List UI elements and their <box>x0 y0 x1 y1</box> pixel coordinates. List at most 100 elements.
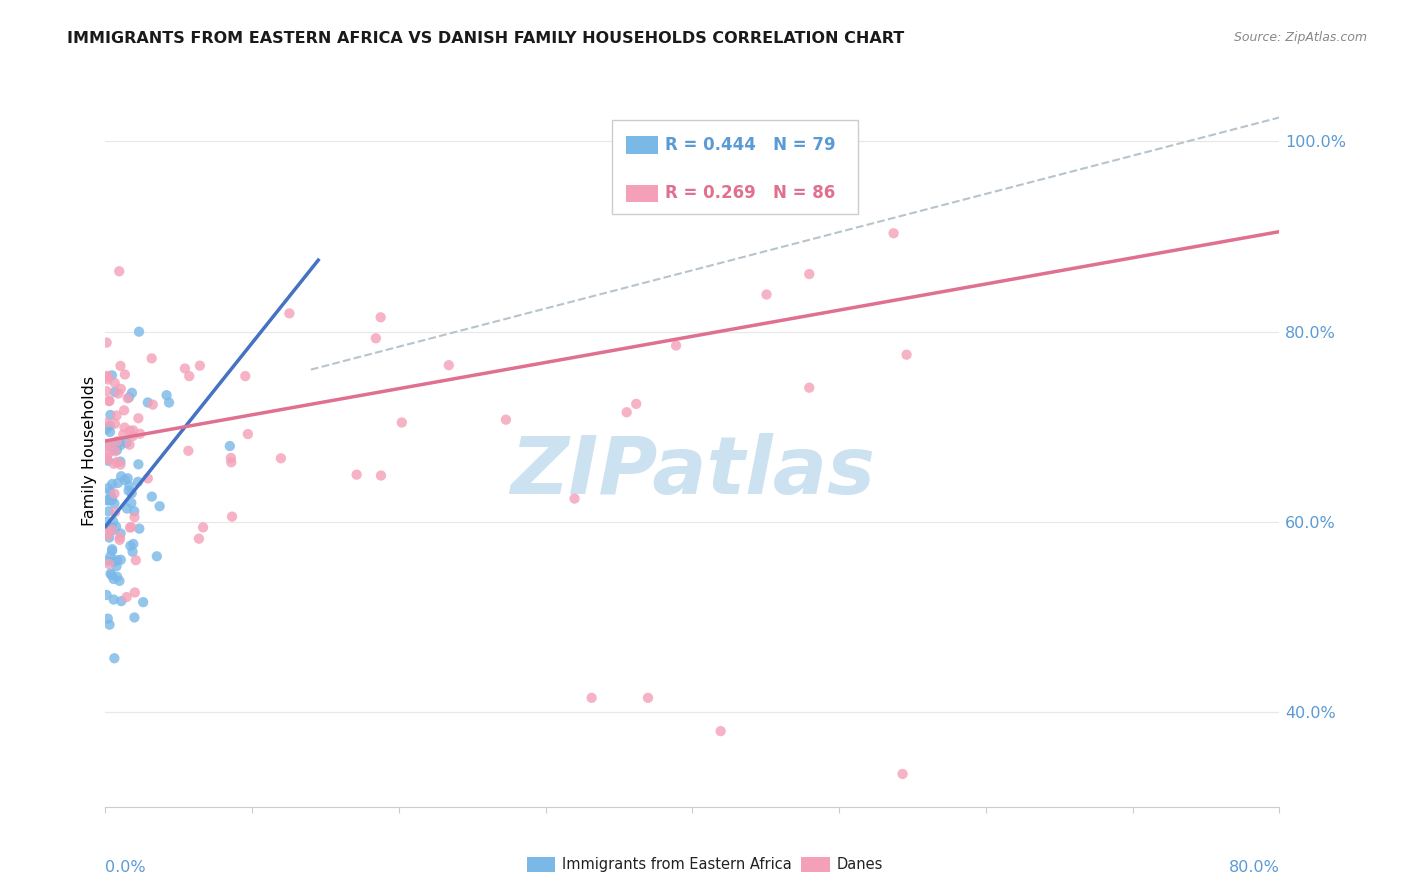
Point <box>100 567 122 582</box>
Point <box>117 483 139 498</box>
Point <box>125 553 148 567</box>
Point <box>96 515 118 529</box>
Point <box>107 475 129 490</box>
Point <box>127 458 149 472</box>
Point <box>101 523 124 537</box>
Point <box>120 520 142 534</box>
Point <box>108 531 131 545</box>
Point <box>799 267 821 281</box>
Point <box>108 264 131 278</box>
Point <box>883 226 905 240</box>
Point <box>96 452 118 467</box>
Point <box>141 351 163 366</box>
Point <box>96 368 118 383</box>
Point <box>121 486 143 500</box>
Point <box>103 592 125 607</box>
Point <box>97 528 120 542</box>
Point <box>157 395 180 409</box>
Point <box>118 438 141 452</box>
Point <box>103 651 125 665</box>
Text: IMMIGRANTS FROM EASTERN AFRICA VS DANISH FAMILY HOUSEHOLDS CORRELATION CHART: IMMIGRANTS FROM EASTERN AFRICA VS DANISH… <box>67 31 904 46</box>
Point <box>564 491 586 506</box>
Point <box>141 490 163 504</box>
Point <box>110 594 132 608</box>
Point <box>118 390 141 404</box>
Point <box>179 369 201 384</box>
Point <box>118 424 141 438</box>
Text: ZIPatlas: ZIPatlas <box>510 433 875 511</box>
Point <box>124 610 146 624</box>
Point <box>110 438 132 452</box>
Point <box>174 361 197 376</box>
Point <box>114 368 136 382</box>
Point <box>103 442 125 457</box>
Point <box>219 450 242 465</box>
Point <box>101 544 124 558</box>
Point <box>101 477 124 491</box>
Point <box>495 412 517 426</box>
Point <box>103 555 125 569</box>
Point <box>391 416 413 430</box>
Point <box>96 384 118 399</box>
Point <box>97 493 120 508</box>
Point <box>121 545 143 559</box>
Point <box>346 467 368 482</box>
Point <box>98 557 121 571</box>
Point <box>101 520 124 534</box>
Point <box>105 570 128 584</box>
Point <box>187 532 209 546</box>
Point <box>146 549 169 564</box>
Point <box>120 539 142 553</box>
Point <box>236 427 259 442</box>
Point <box>136 471 159 485</box>
Point <box>103 457 125 471</box>
Point <box>108 435 131 450</box>
Point <box>121 385 143 400</box>
Point <box>100 437 122 451</box>
Point <box>96 525 118 540</box>
Point <box>97 481 120 495</box>
Text: 0.0%: 0.0% <box>105 860 146 874</box>
Point <box>103 572 125 586</box>
Point <box>110 382 132 396</box>
Point <box>142 398 165 412</box>
Point <box>110 469 132 483</box>
Point <box>117 392 139 406</box>
Point <box>98 617 121 632</box>
Point <box>105 553 128 567</box>
Point <box>218 439 240 453</box>
Point <box>96 450 118 465</box>
Point <box>117 471 139 485</box>
Point <box>97 554 120 568</box>
Point <box>97 454 120 468</box>
Point <box>96 439 118 453</box>
Point <box>104 505 127 519</box>
Text: Source: ZipAtlas.com: Source: ZipAtlas.com <box>1233 31 1367 45</box>
Point <box>96 422 118 436</box>
Point <box>110 454 132 468</box>
Point <box>104 384 127 399</box>
Point <box>128 325 150 339</box>
Point <box>122 423 145 437</box>
Text: 80.0%: 80.0% <box>1229 860 1279 874</box>
Point <box>127 411 149 425</box>
Point <box>98 531 121 545</box>
Point <box>637 690 659 705</box>
Text: R = 0.444   N = 79: R = 0.444 N = 79 <box>665 136 835 153</box>
Point <box>98 439 121 453</box>
Point <box>98 484 121 499</box>
Point <box>121 429 143 443</box>
Point <box>98 394 121 409</box>
Text: R = 0.269   N = 86: R = 0.269 N = 86 <box>665 184 835 202</box>
Point <box>100 566 122 581</box>
Point <box>233 369 256 384</box>
Point <box>105 434 128 449</box>
Point <box>191 520 214 534</box>
Point <box>755 287 778 301</box>
Point <box>118 521 141 535</box>
Point <box>105 519 128 533</box>
Point <box>665 338 688 352</box>
Point <box>364 331 387 345</box>
Point <box>110 553 132 567</box>
Point <box>127 475 149 489</box>
